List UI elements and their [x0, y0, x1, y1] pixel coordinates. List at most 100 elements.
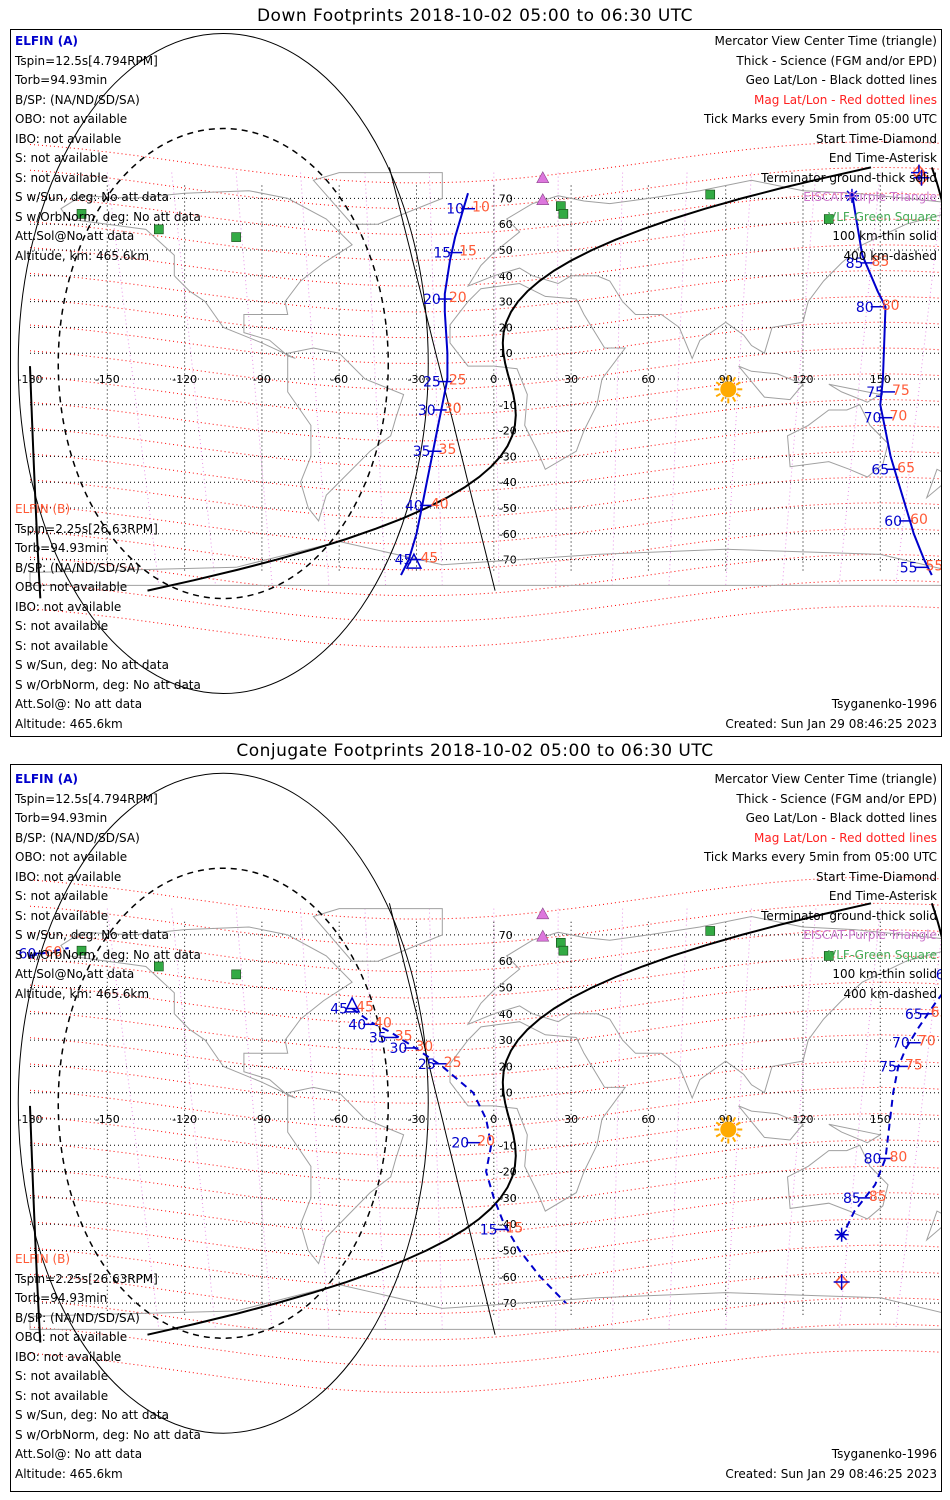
info-line: S w/OrbNorm, deg: No att data — [15, 947, 201, 962]
terminator-100km — [388, 903, 496, 1335]
coastline — [60, 926, 353, 1099]
sun-ray — [731, 376, 737, 383]
lon-label: -150 — [95, 1113, 120, 1126]
lat-label: 50 — [499, 982, 513, 995]
vlf-square — [231, 232, 241, 242]
vlf-square — [154, 224, 164, 235]
mag-lon-line — [300, 172, 330, 586]
legend-item: Geo Lat/Lon - Black dotted lines — [745, 73, 937, 87]
mag-lon-line — [555, 172, 559, 586]
terminator-edge — [29, 366, 42, 599]
legend-item: End Time-Asterisk — [828, 151, 937, 165]
lon-label: 60 — [641, 1113, 655, 1126]
info-line: Att.Sol@No att data — [15, 229, 135, 243]
info-line: S: not available — [15, 1369, 109, 1383]
time-tick-label-a: 65 — [871, 462, 889, 478]
time-tick-label-b: 35 — [395, 1028, 413, 1044]
time-tick-label-b: 65 — [897, 460, 915, 476]
lon-label: -150 — [95, 373, 120, 386]
coastline — [312, 172, 443, 225]
time-tick-label-b: 30 — [415, 1039, 433, 1055]
legend-item: Tick Marks every 5min from 05:00 UTC — [703, 850, 937, 864]
end-asterisk — [846, 190, 858, 202]
eiscat-triangle — [536, 171, 550, 184]
time-tick-label-b: 60 — [44, 944, 62, 960]
info-line: Altitude: 465.6km — [15, 1466, 123, 1481]
coastline — [287, 347, 405, 522]
legend-item: Thick - Science (FGM and/or EPD) — [736, 791, 937, 806]
vlf-square — [823, 214, 834, 224]
mag-lon-line — [668, 172, 688, 586]
legend: Mercator View Center Time (triangle) Thi… — [704, 770, 937, 1004]
lat-label: 50 — [499, 244, 513, 257]
lon-label: 0 — [490, 373, 497, 386]
terminator-100km — [388, 167, 496, 591]
info-line: Altitude: 465.6km — [15, 716, 123, 731]
time-tick-label-b: 15 — [459, 244, 477, 260]
time-tick-label-a: 20 — [451, 1136, 469, 1152]
mag-lat-line — [29, 399, 941, 442]
legend-item: Tick Marks every 5min from 05:00 UTC — [703, 112, 937, 126]
time-tick-label-a: 10 — [446, 202, 464, 218]
terminator-edge — [930, 167, 941, 202]
time-tick-label-b: 25 — [444, 1055, 462, 1071]
coastline — [786, 1144, 889, 1220]
info-line: S: not available — [15, 170, 109, 185]
legend-item: End Time-Asterisk — [828, 889, 937, 903]
eiscat-triangle — [536, 929, 550, 942]
lon-label: -90 — [253, 1113, 271, 1126]
info-line: OBO: not available — [15, 1330, 128, 1344]
info-line: Tspin=2.25s[26.63RPM] — [15, 521, 158, 536]
info-line: IBO: not available — [15, 599, 122, 614]
time-tick-label-a: 20 — [423, 292, 441, 308]
time-tick-label-b: 20 — [477, 1134, 495, 1150]
info-line: Tspin=2.25s[26.63RPM] — [15, 1271, 158, 1286]
vlf-square — [705, 926, 716, 936]
time-tick-label-b: 45 — [421, 551, 439, 567]
coastline — [925, 468, 941, 500]
legend-item: Geo Lat/Lon - Black dotted lines — [745, 811, 937, 825]
lon-label: 150 — [870, 373, 891, 386]
info-line: S w/Sun, deg: No att data — [15, 190, 169, 204]
sun-ray — [720, 396, 725, 402]
mag-lon-line — [171, 908, 217, 1330]
model-label: Tsyganenko-1996 — [831, 1447, 937, 1461]
time-tick-label-a: 35 — [369, 1030, 387, 1046]
sun-ray — [720, 1116, 725, 1123]
info-line: Att.Sol@: No att data — [15, 697, 143, 711]
info-line: OBO: not available — [15, 112, 128, 126]
terminator-100km-ellipse — [17, 33, 429, 695]
time-tick-label-a: 75 — [866, 385, 884, 401]
sun-ray — [735, 1133, 741, 1138]
time-tick-label-b: 85 — [869, 1189, 887, 1205]
info-line: Torb=94.93min — [15, 73, 108, 87]
lon-label: 120 — [793, 373, 814, 386]
mag-lon-line — [611, 172, 624, 586]
time-tick-label-b: 45 — [356, 1000, 374, 1016]
lat-label: -40 — [499, 1218, 517, 1231]
info-line: S w/OrbNorm, deg: No att data — [15, 677, 201, 692]
elfin-b-label: ELFIN (B) — [15, 502, 71, 516]
time-tick-label-a: 25 — [423, 375, 441, 391]
elfin-a-label: ELFIN (A) — [15, 772, 78, 786]
time-tick-label-a: 30 — [390, 1041, 408, 1057]
lon-label: 60 — [641, 373, 655, 386]
time-tick-label-b: 30 — [444, 401, 462, 417]
coastline — [466, 179, 941, 360]
info-line: B/SP: (NA/ND/SD/SA) — [15, 1310, 140, 1325]
time-tick-label-b: 10 — [472, 200, 490, 216]
lon-label: 0 — [490, 1113, 497, 1126]
info-line: S: not available — [15, 638, 109, 653]
lat-label: -10 — [499, 1139, 517, 1152]
lon-label: -60 — [330, 1113, 348, 1126]
legend-item: 100 km-thin solid — [832, 229, 937, 243]
mag-lon-line — [106, 172, 160, 586]
time-tick-label-a: 70 — [864, 411, 882, 427]
terminator-400km — [57, 127, 389, 600]
center-time-triangle — [405, 552, 423, 569]
info-line: S w/Sun, deg: No att data — [15, 658, 169, 672]
lat-label: 10 — [499, 1087, 513, 1100]
info-line: Torb=94.93min — [15, 1291, 108, 1305]
created-label: Created: Sun Jan 29 08:46:25 2023 — [725, 1467, 937, 1481]
legend-item: Thick - Science (FGM and/or EPD) — [736, 53, 937, 68]
